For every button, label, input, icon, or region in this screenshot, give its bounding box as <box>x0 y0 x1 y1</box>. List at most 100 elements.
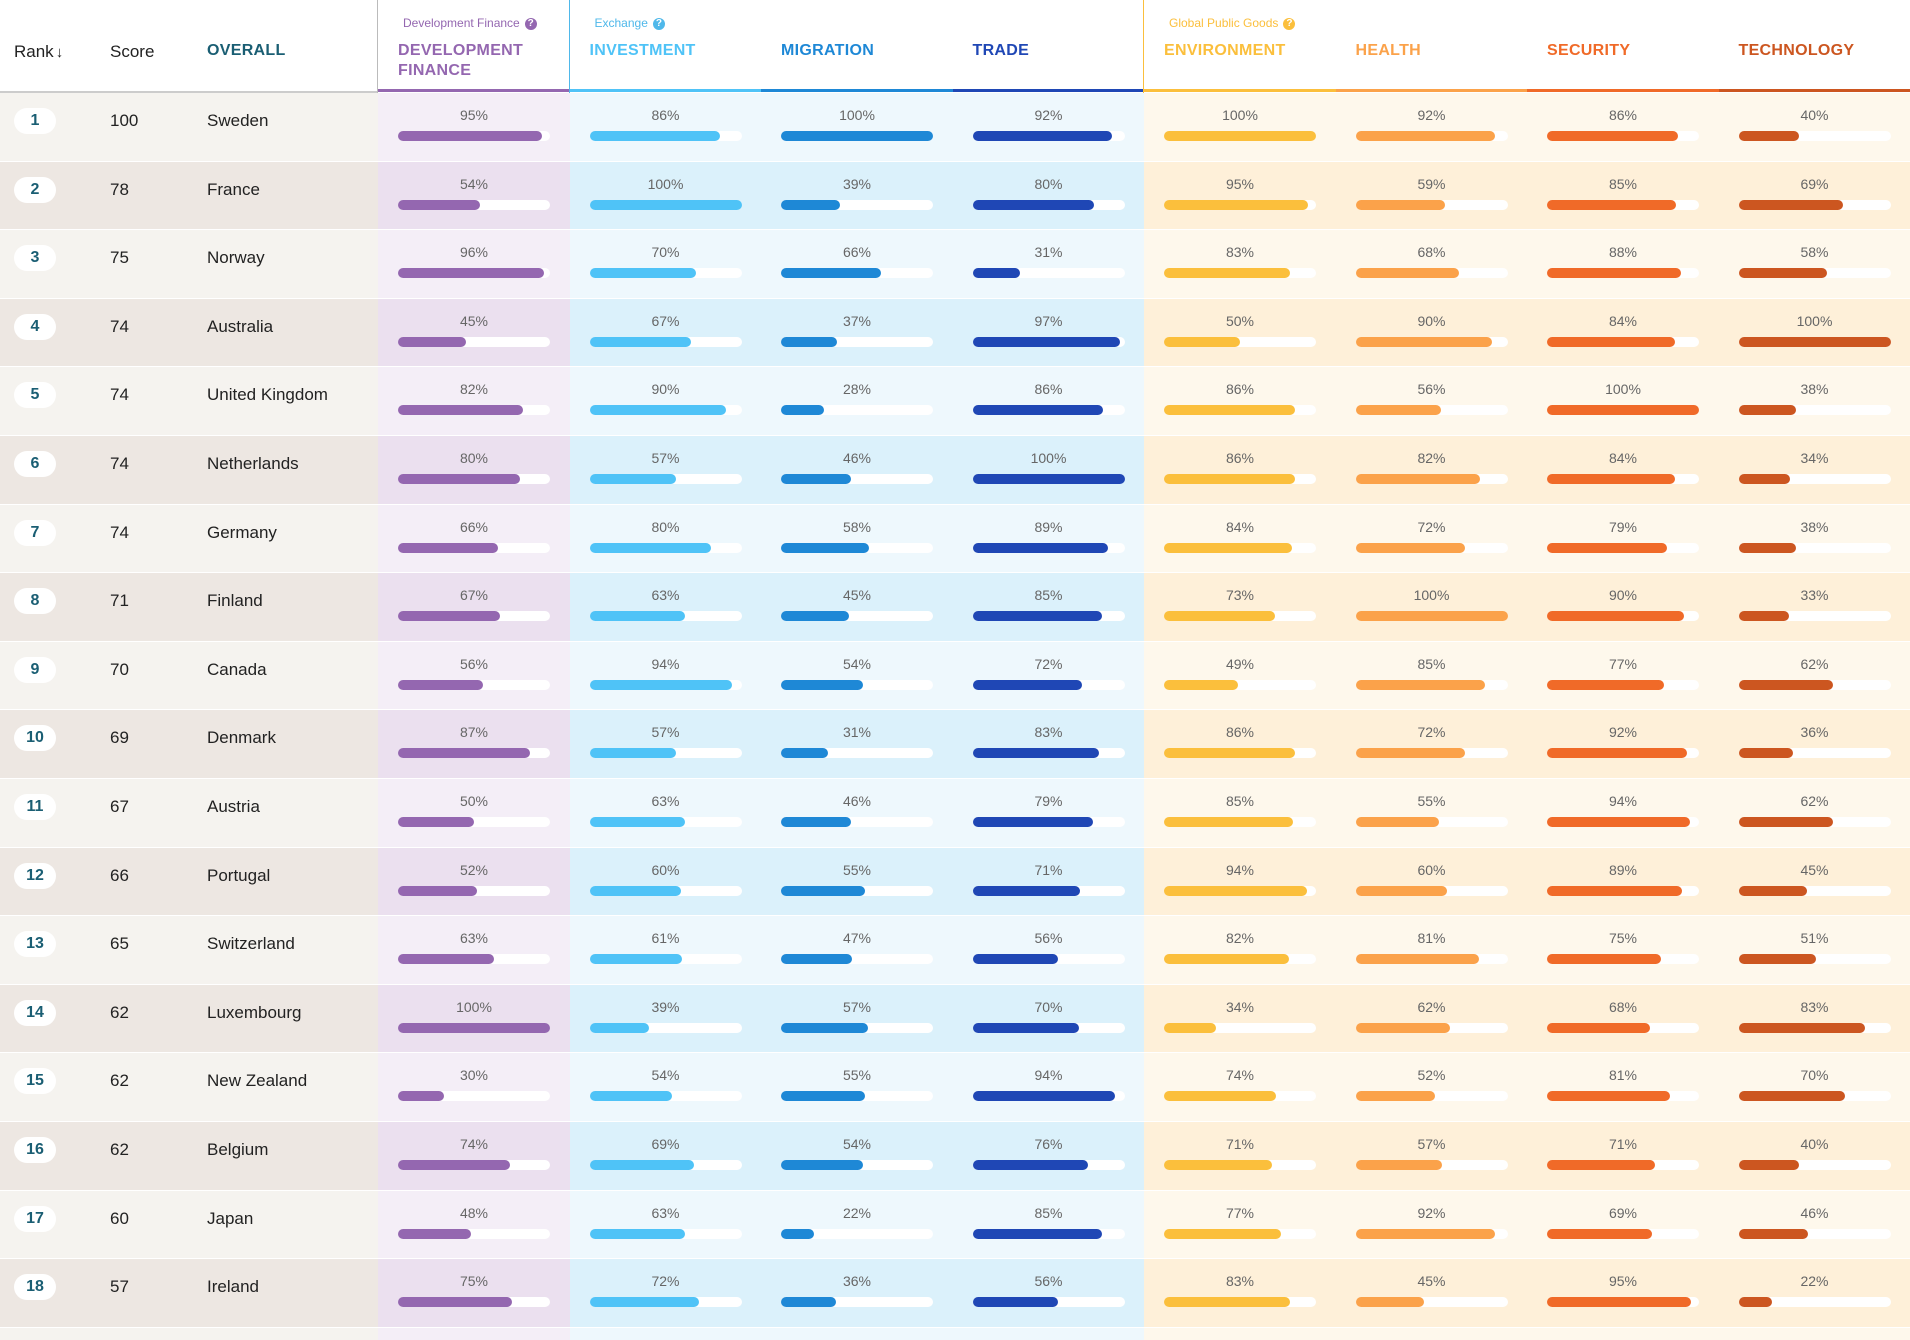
column-underline <box>569 89 761 92</box>
percent-label: 82% <box>1417 450 1446 466</box>
bar <box>972 817 1093 827</box>
bar-track <box>589 405 742 416</box>
country[interactable]: Switzerland <box>207 934 295 954</box>
bar <box>972 1228 1102 1239</box>
bar <box>1547 1297 1692 1308</box>
cell-bg <box>378 1327 570 1340</box>
bar-track <box>1164 1160 1316 1170</box>
country[interactable]: Denmark <box>207 728 276 748</box>
bar-track <box>1164 817 1316 827</box>
column-underline <box>378 89 570 92</box>
bar <box>1164 405 1295 416</box>
country[interactable]: Canada <box>207 659 267 679</box>
bar-track <box>589 1022 742 1033</box>
cell-bg <box>1718 984 1910 1053</box>
bar-track <box>1164 336 1316 347</box>
column-header[interactable]: SECURITY <box>1547 42 1631 59</box>
percent-label: 57% <box>842 998 872 1015</box>
percent-label: 81% <box>1608 1067 1638 1084</box>
bar-track <box>589 268 742 279</box>
score: 66 <box>110 865 129 885</box>
country[interactable]: Ireland <box>207 1277 259 1297</box>
cell-bg <box>569 779 762 847</box>
country[interactable]: New Zealand <box>207 1071 308 1091</box>
column-header[interactable]: HEALTH <box>1355 42 1421 59</box>
cell-bg <box>761 367 953 435</box>
cell-bg <box>761 436 953 504</box>
country[interactable]: Sweden <box>207 111 269 130</box>
percent-label: 92% <box>1417 107 1446 123</box>
country[interactable]: Belgium <box>207 1140 269 1159</box>
cell-bg <box>1144 230 1336 298</box>
percent-label: 90% <box>651 381 680 398</box>
bar-track <box>1547 336 1699 347</box>
sort-arrow: ↓ <box>55 44 64 61</box>
bar <box>1738 1091 1845 1102</box>
bar <box>1547 885 1683 896</box>
bar-track <box>1547 1297 1699 1308</box>
column-header[interactable]: INVESTMENT <box>589 42 696 59</box>
bar-track <box>972 268 1125 279</box>
group-label-text: Exchange <box>594 16 648 30</box>
column-header[interactable]: ENVIRONMENT <box>1164 42 1286 59</box>
bar-track <box>1164 131 1316 141</box>
bar-track <box>1738 1228 1891 1239</box>
cell-bg <box>1527 779 1719 847</box>
percent-label: 63% <box>459 930 489 947</box>
cell-bg <box>1335 1053 1528 1121</box>
bar-track <box>589 954 742 965</box>
country[interactable]: France <box>207 179 260 199</box>
country[interactable]: Luxembourg <box>207 1002 302 1022</box>
bar <box>1164 885 1307 896</box>
country[interactable]: Germany <box>207 522 277 542</box>
cell-bg <box>952 93 1145 161</box>
percent-label: 49% <box>1225 655 1255 672</box>
score-header[interactable]: Score <box>110 42 155 61</box>
country[interactable]: Finland <box>207 591 263 611</box>
bar <box>1355 1160 1443 1170</box>
percent-label: 84% <box>1608 450 1638 466</box>
cell-bg <box>761 230 953 298</box>
country[interactable]: United Kingdom <box>207 385 328 405</box>
country[interactable]: Netherlands <box>207 454 299 473</box>
help-icon[interactable]: ? <box>1283 18 1296 30</box>
bar <box>1547 1160 1655 1170</box>
percent-label: 67% <box>651 312 680 329</box>
percent-label: 54% <box>842 655 872 672</box>
percent-label: 34% <box>1225 998 1255 1015</box>
column-header[interactable]: TECHNOLOGY <box>1738 42 1855 59</box>
column-header[interactable]: TRADE <box>972 42 1030 59</box>
bar <box>781 885 865 896</box>
rank-header[interactable]: Rank ↓ <box>14 42 63 62</box>
percent-label: 84% <box>1225 518 1255 535</box>
score: 74 <box>110 454 129 473</box>
help-icon[interactable]: ? <box>524 18 537 30</box>
percent-label: 74% <box>1225 1067 1255 1084</box>
row-bg <box>0 93 378 161</box>
bar-track <box>1547 954 1699 965</box>
help-icon[interactable]: ? <box>652 18 665 30</box>
bar <box>1547 1228 1652 1239</box>
bar <box>398 474 520 484</box>
bar <box>972 885 1081 896</box>
country[interactable]: Austria <box>207 797 260 816</box>
column-header[interactable]: DEVELOPMENT FINANCE <box>398 42 524 79</box>
cell-bg <box>1718 161 1910 230</box>
country[interactable]: Japan <box>207 1208 254 1228</box>
cell-bg <box>952 1259 1145 1327</box>
cell-bg <box>761 847 953 916</box>
country[interactable]: Portugal <box>207 865 271 885</box>
bar-track <box>781 1022 933 1033</box>
bar-track <box>398 1228 550 1239</box>
column-header[interactable]: MIGRATION <box>781 42 875 59</box>
percent-label: 95% <box>1225 175 1255 192</box>
column-underline <box>761 89 953 92</box>
country[interactable]: Norway <box>207 248 265 268</box>
overall-header[interactable]: OVERALL <box>207 42 286 59</box>
bar <box>589 405 727 416</box>
percent-label: 83% <box>1225 1273 1255 1290</box>
bar-track <box>1738 405 1891 416</box>
country[interactable]: Australia <box>207 316 274 336</box>
rank-badge: 12 <box>14 862 56 889</box>
bar <box>972 131 1113 141</box>
